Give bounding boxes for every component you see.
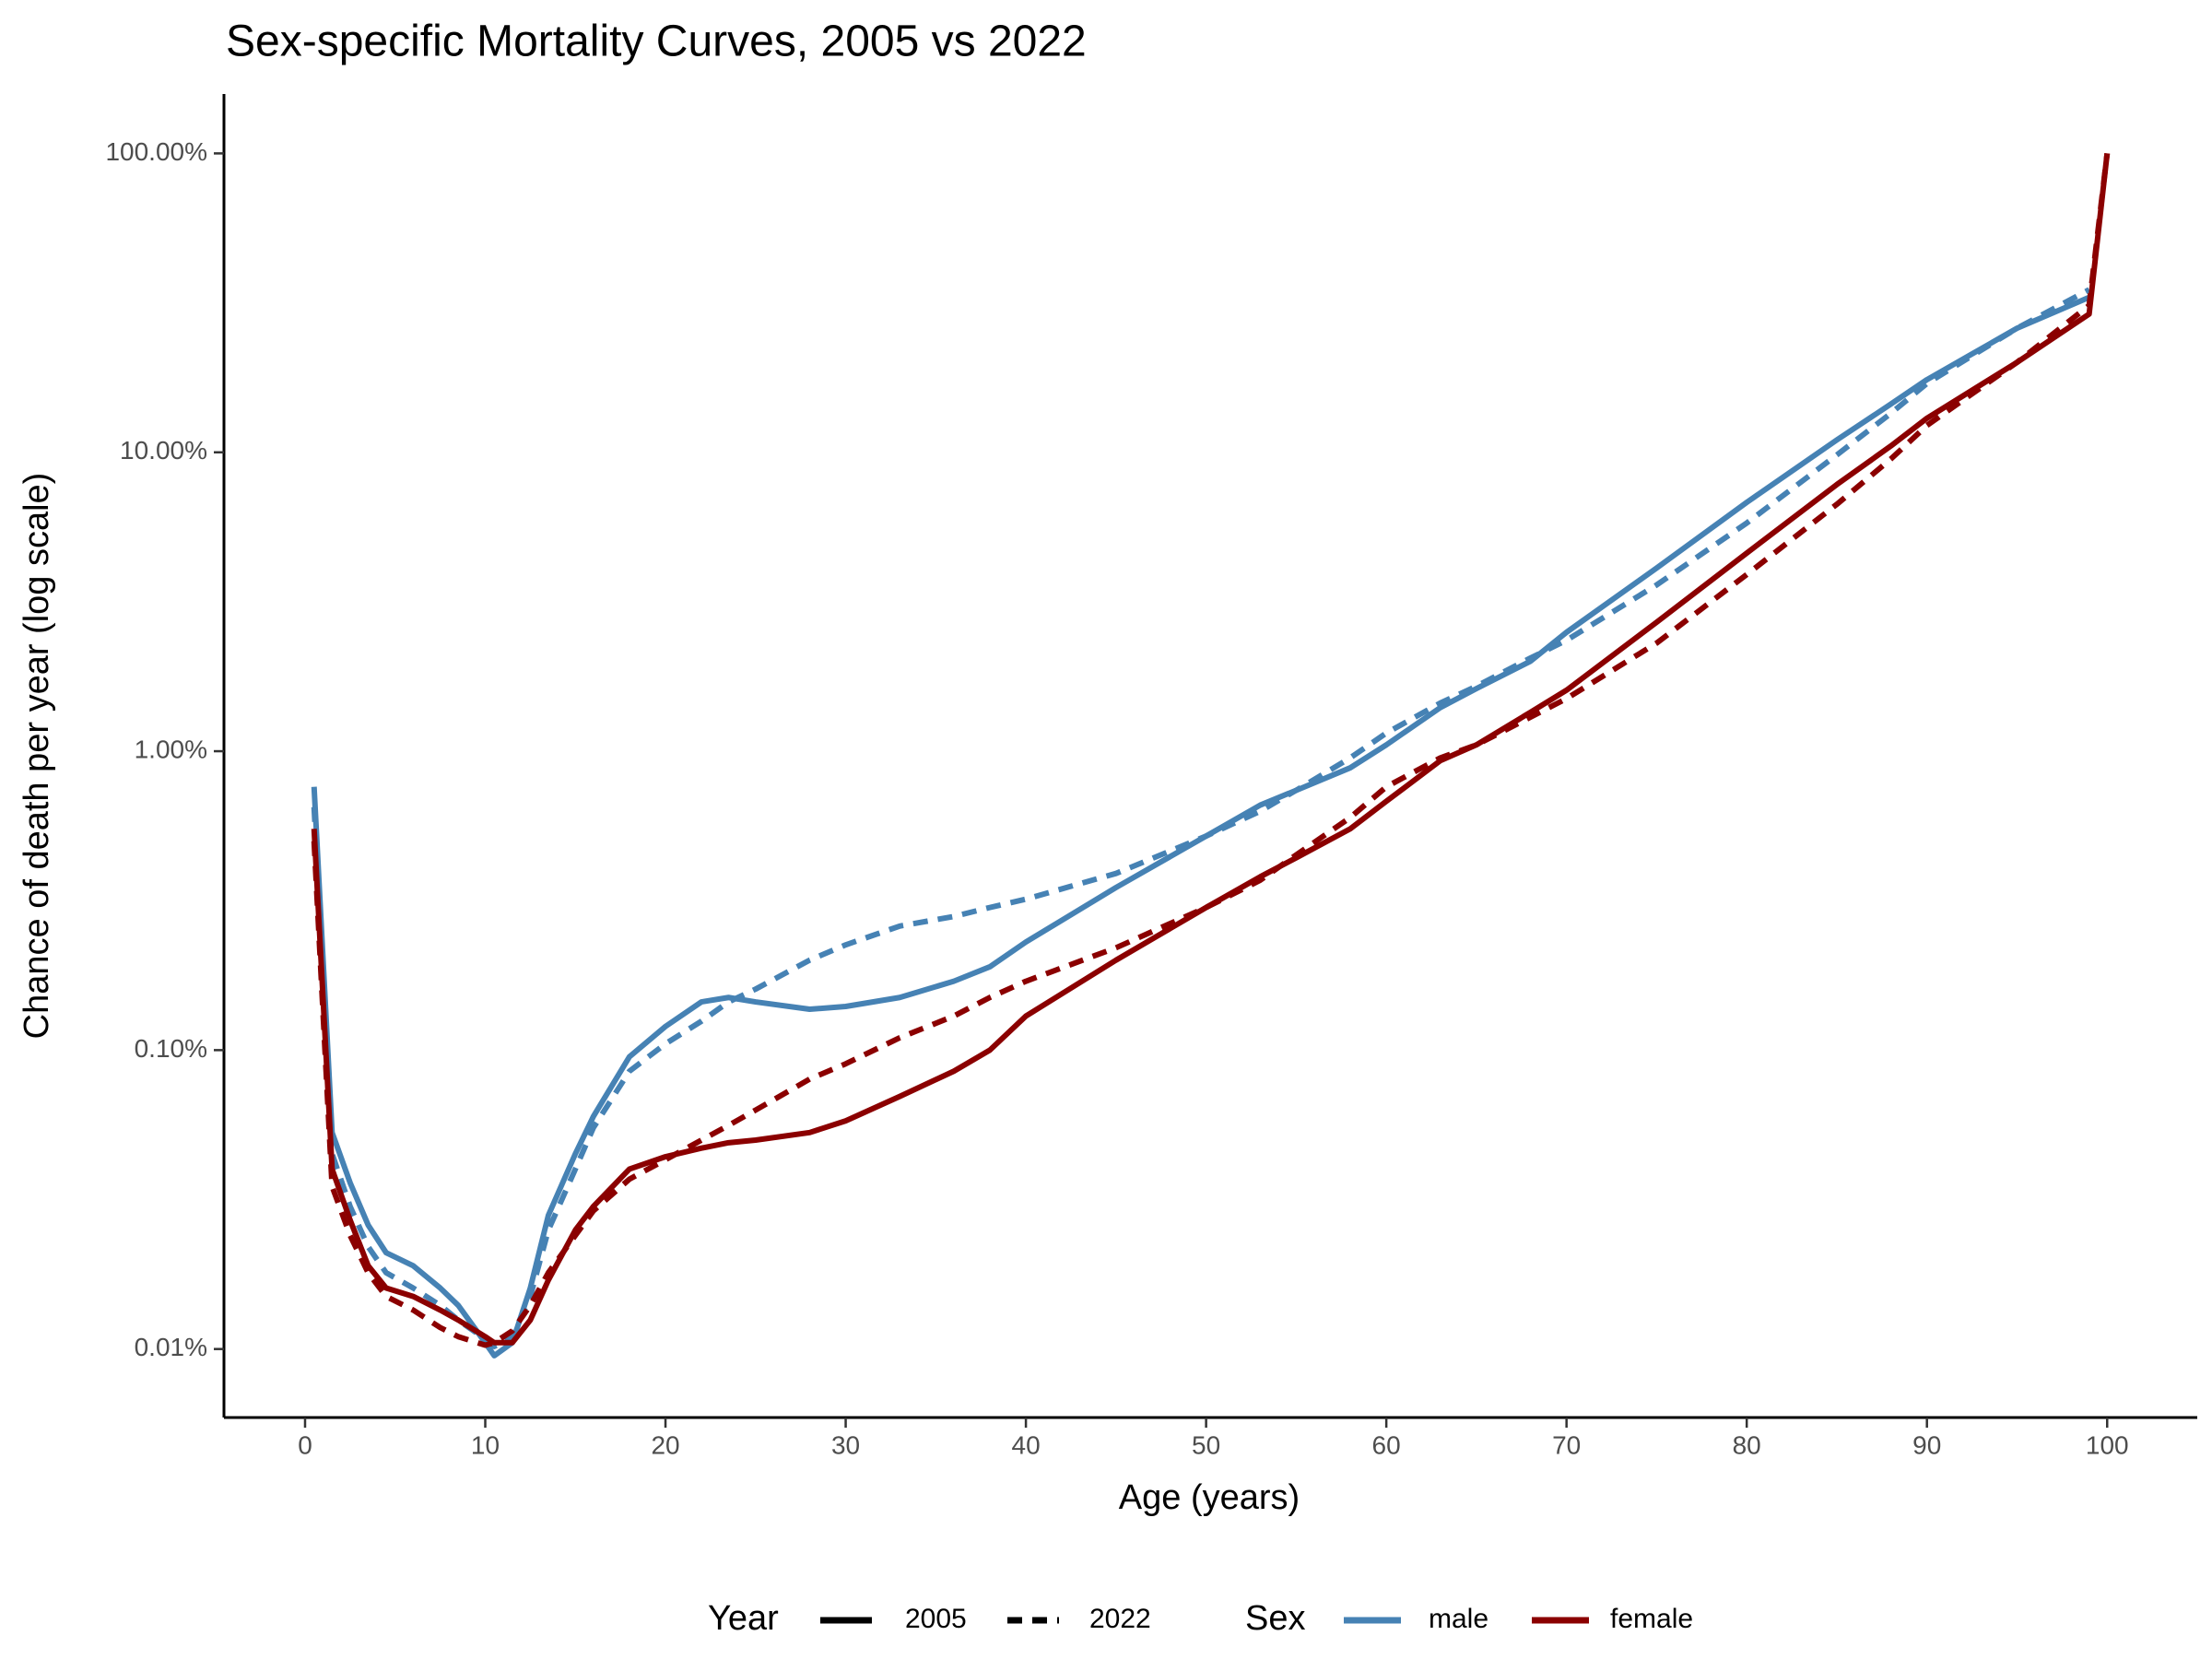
y-tick-label: 100.00% — [105, 137, 207, 166]
x-axis-title: Age (years) — [1119, 1478, 1300, 1517]
x-tick-label: 80 — [1733, 1430, 1761, 1459]
y-tick-label: 0.01% — [135, 1333, 207, 1361]
x-tick-label: 20 — [651, 1430, 679, 1459]
x-tick-label: 0 — [298, 1430, 312, 1459]
legend-label: 2005 — [905, 1604, 967, 1634]
legend-label: female — [1610, 1604, 1693, 1634]
x-tick-label: 90 — [1912, 1430, 1941, 1459]
legend-title: Year — [708, 1599, 779, 1638]
legend-label: 2022 — [1089, 1604, 1151, 1634]
series-line — [311, 153, 2111, 1346]
chart-title: Sex-specific Mortality Curves, 2005 vs 2… — [226, 18, 1087, 66]
x-tick-label: 100 — [2086, 1430, 2129, 1459]
x-tick-label: 70 — [1552, 1430, 1581, 1459]
y-tick-label: 0.10% — [135, 1034, 207, 1063]
y-tick-label: 10.00% — [120, 436, 207, 465]
series-line — [311, 294, 2090, 1359]
x-tick-label: 50 — [1192, 1430, 1220, 1459]
x-tick-label: 40 — [1012, 1430, 1041, 1459]
x-tick-label: 30 — [831, 1430, 860, 1459]
x-tick-label: 60 — [1372, 1430, 1401, 1459]
legend-title: Sex — [1245, 1599, 1305, 1638]
y-axis-title: Chance of death per year (log scale) — [18, 473, 56, 1040]
x-tick-label: 10 — [471, 1430, 500, 1459]
legend-label: male — [1429, 1604, 1488, 1634]
series-line — [311, 153, 2111, 1348]
series-line — [311, 287, 2091, 1349]
y-tick-label: 1.00% — [135, 735, 207, 763]
